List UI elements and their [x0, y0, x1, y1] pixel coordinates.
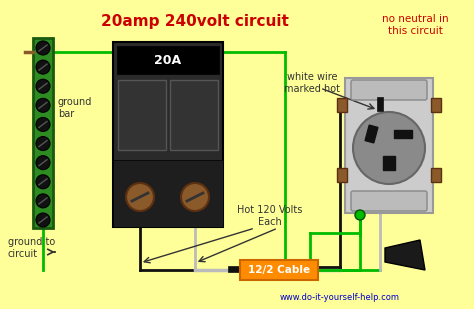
Circle shape	[36, 137, 50, 150]
Bar	[383, 156, 395, 170]
Circle shape	[36, 41, 50, 55]
Bar	[117, 46, 219, 74]
Circle shape	[36, 117, 50, 131]
Bar	[118, 80, 166, 150]
Circle shape	[36, 194, 50, 208]
Bar	[113, 42, 223, 227]
Circle shape	[181, 183, 209, 211]
Text: www.do-it-yourself-help.com: www.do-it-yourself-help.com	[280, 293, 400, 302]
Bar	[170, 80, 218, 150]
Text: ground
bar: ground bar	[58, 97, 92, 119]
FancyBboxPatch shape	[351, 191, 427, 211]
Bar	[365, 125, 378, 143]
Polygon shape	[385, 240, 425, 270]
Text: 20amp 240volt circuit: 20amp 240volt circuit	[101, 14, 289, 29]
Bar	[113, 160, 223, 227]
Text: ground to
circuit: ground to circuit	[8, 237, 55, 259]
Bar	[337, 168, 347, 182]
Circle shape	[126, 183, 154, 211]
Bar	[394, 130, 412, 138]
Text: no neutral in
this circuit: no neutral in this circuit	[382, 14, 448, 36]
Bar	[240, 260, 318, 280]
Text: Hot 120 Volts
Each: Hot 120 Volts Each	[237, 205, 303, 226]
Circle shape	[36, 98, 50, 112]
Circle shape	[36, 60, 50, 74]
Circle shape	[36, 213, 50, 227]
Bar	[33, 38, 53, 228]
Bar	[377, 97, 383, 111]
Text: 20A: 20A	[155, 53, 182, 66]
Text: 12/2 Cable: 12/2 Cable	[248, 265, 310, 275]
Circle shape	[353, 112, 425, 184]
Text: white wire
marked hot: white wire marked hot	[284, 72, 340, 94]
Bar	[228, 266, 242, 272]
FancyBboxPatch shape	[351, 80, 427, 100]
Bar	[345, 78, 433, 213]
Circle shape	[36, 79, 50, 93]
Circle shape	[36, 175, 50, 189]
Circle shape	[36, 156, 50, 170]
Bar	[337, 98, 347, 112]
Bar	[431, 98, 441, 112]
Bar	[431, 168, 441, 182]
Circle shape	[355, 210, 365, 220]
